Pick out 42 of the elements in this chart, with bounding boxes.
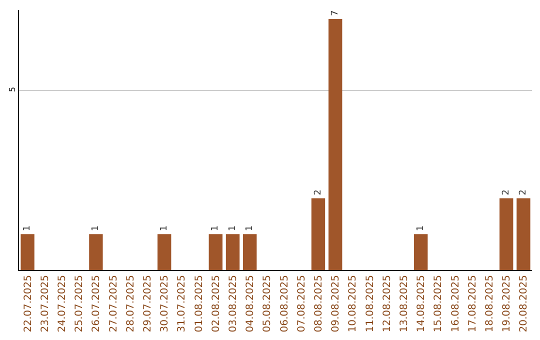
x-tick-label: 11.08.2025 [364, 275, 376, 332]
x-tick-label: 16.08.2025 [450, 275, 462, 332]
x-tick-label: 17.08.2025 [467, 275, 478, 332]
data-label: 1 [22, 225, 33, 232]
x-tick-label: 23.07.2025 [40, 275, 51, 332]
data-label: 1 [90, 225, 101, 232]
data-label: 2 [518, 190, 528, 196]
x-tick-label: 08.08.2025 [314, 275, 324, 332]
x-tick-label: 06.08.2025 [279, 275, 290, 332]
y-tick-label: 5 [8, 86, 17, 92]
x-tick-label: 02.08.2025 [210, 275, 222, 332]
x-tick-label: 24.07.2025 [57, 275, 68, 332]
x-tick-label: 29.07.2025 [142, 275, 154, 332]
x-tick-label: 07.08.2025 [296, 275, 308, 332]
x-tick-label: 14.08.2025 [416, 275, 428, 332]
x-tick-label: 31.07.2025 [176, 275, 188, 332]
data-label: 2 [313, 190, 324, 196]
x-tick-label: 10.08.2025 [348, 275, 359, 332]
data-label: 1 [210, 225, 221, 232]
x-tick-label: 19.08.2025 [502, 275, 513, 332]
data-label: 1 [228, 225, 238, 232]
x-tick-label: 22.07.2025 [22, 275, 34, 332]
x-tick-label: 03.08.2025 [228, 275, 239, 332]
x-tick-label: 01.08.2025 [194, 275, 205, 332]
x-tick-label: 26.07.2025 [91, 275, 102, 332]
x-tick-label: 20.08.2025 [518, 275, 530, 332]
x-tick-label: 28.07.2025 [125, 275, 136, 332]
data-label: 1 [159, 225, 170, 232]
x-tick-label: 09.08.2025 [330, 275, 342, 332]
x-tick-label: 30.07.2025 [160, 275, 171, 332]
x-tick-label: 13.08.2025 [399, 275, 410, 332]
x-tick-label: 27.07.2025 [108, 275, 120, 332]
x-tick-label: 05.08.2025 [262, 275, 274, 332]
x-tick-label: 15.08.2025 [433, 275, 444, 332]
x-tick-label: 12.08.2025 [382, 275, 393, 332]
x-tick-label: 04.08.2025 [245, 275, 256, 332]
data-label: 1 [244, 225, 255, 232]
data-label: 7 [330, 10, 340, 16]
data-label: 2 [501, 190, 512, 196]
x-tick-label: 18.08.2025 [484, 275, 496, 332]
data-label: 1 [416, 225, 426, 232]
x-tick-label: 25.07.2025 [74, 275, 86, 332]
